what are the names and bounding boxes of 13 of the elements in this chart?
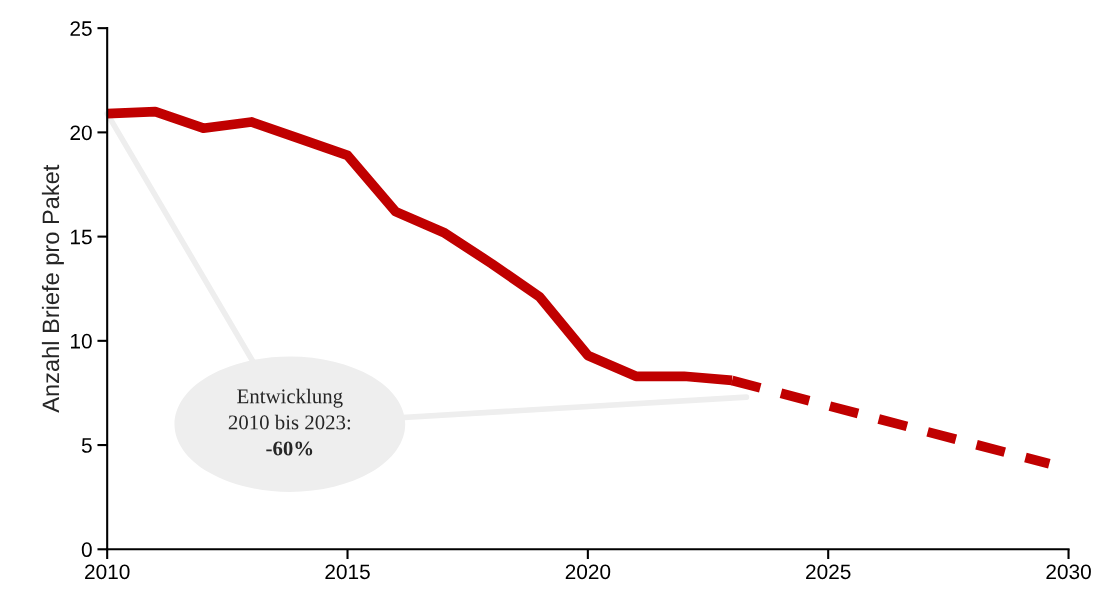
y-tick-label: 0 (81, 542, 92, 558)
x-tick-label: 2015 (325, 564, 370, 580)
x-tick-label: 2020 (565, 564, 611, 580)
x-tick-label: 2030 (1046, 564, 1091, 580)
y-tick-label: 20 (70, 125, 92, 141)
x-tick-label: 2025 (806, 564, 851, 580)
y-tick-label: 25 (70, 21, 92, 36)
y-axis-title: Anzahl Briefe pro Paket (41, 164, 64, 413)
y-tick-label: 5 (81, 438, 92, 453)
y-tick-label: 15 (71, 229, 92, 245)
y-tick-label: 10 (71, 333, 92, 349)
x-tick-label: 2010 (85, 564, 130, 580)
annotation: Entwicklung 2010 bis 2023: -60% (228, 388, 351, 456)
